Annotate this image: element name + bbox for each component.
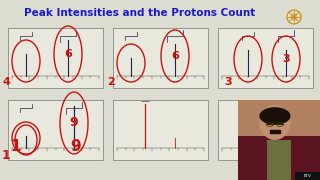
Circle shape	[291, 14, 298, 21]
Bar	[8, 28, 103, 88]
Bar	[8, 100, 103, 160]
Bar	[238, 136, 320, 180]
Ellipse shape	[259, 107, 291, 125]
Text: 9: 9	[70, 116, 78, 129]
Text: 4: 4	[2, 77, 10, 87]
Text: 2: 2	[107, 77, 115, 87]
Text: ETV: ETV	[304, 174, 312, 178]
Text: 3: 3	[282, 54, 290, 64]
Bar	[113, 100, 208, 160]
Bar	[218, 28, 313, 88]
Ellipse shape	[259, 105, 291, 140]
Bar	[113, 28, 208, 88]
Bar	[295, 172, 320, 180]
Text: Peak Intensities and the Protons Count: Peak Intensities and the Protons Count	[24, 8, 256, 18]
Text: 6: 6	[64, 49, 72, 59]
Text: 6: 6	[171, 51, 179, 61]
Text: 9: 9	[71, 139, 81, 154]
Bar	[218, 100, 313, 160]
Text: 1: 1	[11, 139, 21, 154]
Bar	[267, 140, 291, 180]
Bar	[238, 100, 320, 180]
Text: 3: 3	[224, 77, 232, 87]
Text: 1: 1	[1, 149, 10, 162]
